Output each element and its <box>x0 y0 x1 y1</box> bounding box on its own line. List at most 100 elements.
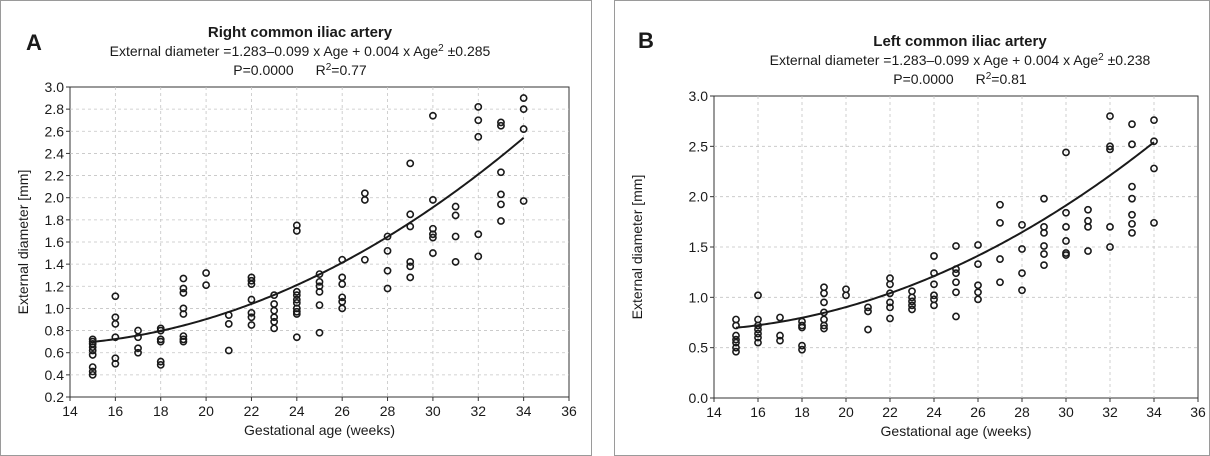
data-point <box>202 269 210 277</box>
data-point <box>406 273 415 282</box>
data-point <box>429 196 437 204</box>
data-point <box>88 351 97 359</box>
x-tick-label: 36 <box>1190 404 1206 420</box>
x-tick-label: 14 <box>706 404 722 420</box>
data-point <box>776 313 784 322</box>
data-point <box>974 295 982 304</box>
data-point <box>754 325 762 334</box>
data-point <box>820 324 828 333</box>
data-point <box>429 233 437 242</box>
data-point <box>202 281 210 290</box>
data-point <box>1128 140 1136 149</box>
data-point <box>224 346 233 355</box>
chart-title: Right common iliac artery <box>208 24 393 41</box>
data-point <box>842 291 850 300</box>
data-point <box>292 287 301 296</box>
data-point <box>383 232 392 241</box>
data-point <box>519 105 528 114</box>
data-point <box>908 293 916 302</box>
x-tick-label: 30 <box>1058 404 1074 420</box>
data-point <box>1040 229 1048 237</box>
data-point <box>754 329 762 338</box>
data-point <box>497 190 505 199</box>
data-point <box>1018 245 1026 253</box>
data-point <box>1018 286 1026 295</box>
data-point <box>996 255 1004 263</box>
data-point <box>338 304 347 313</box>
y-tick-label: 1.2 <box>45 278 65 294</box>
data-point <box>952 288 960 297</box>
data-point <box>383 266 392 275</box>
data-point <box>1106 145 1114 154</box>
data-point <box>886 314 894 323</box>
data-point <box>732 343 740 352</box>
data-point <box>134 348 142 357</box>
data-point <box>1062 222 1070 231</box>
data-point <box>952 269 960 278</box>
data-point <box>315 270 324 279</box>
data-point <box>930 280 938 289</box>
data-point <box>1084 222 1092 231</box>
data-point <box>451 202 460 211</box>
x-tick-label: 22 <box>882 404 898 420</box>
data-point <box>247 280 256 288</box>
data-point <box>974 288 982 297</box>
x-tick-label: 24 <box>289 403 305 419</box>
x-tick-label: 34 <box>1146 404 1162 420</box>
data-point <box>383 246 392 255</box>
data-point <box>1128 229 1136 237</box>
x-axis-label: Gestational age (weeks) <box>244 422 395 438</box>
data-point <box>270 313 279 322</box>
data-point <box>930 252 938 260</box>
x-tick-label: 34 <box>516 403 532 419</box>
x-tick-label: 18 <box>794 404 810 420</box>
data-point <box>111 320 120 328</box>
data-point <box>1040 242 1048 250</box>
regression-equation: External diameter =1.283–0.099 x Age + 0… <box>770 52 1151 69</box>
regression-stats: P=0.0000 R2=0.81 <box>893 71 1027 88</box>
x-tick-label: 22 <box>244 403 260 419</box>
data-point <box>1062 237 1070 245</box>
data-point <box>497 121 505 130</box>
y-tick-label: 1.4 <box>45 256 65 272</box>
x-tick-label: 28 <box>1014 404 1030 420</box>
x-tick-label: 26 <box>970 404 986 420</box>
data-point <box>798 345 806 354</box>
y-tick-label: 1.0 <box>689 289 709 305</box>
x-tick-label: 18 <box>153 403 169 419</box>
data-point <box>996 200 1004 209</box>
data-point <box>111 333 120 342</box>
data-point <box>247 308 256 317</box>
data-point <box>451 211 460 220</box>
data-point <box>1106 112 1114 121</box>
data-point <box>864 303 872 312</box>
data-point <box>974 281 982 290</box>
chart-a-svg: A Right common iliac artery External diame… <box>0 0 592 456</box>
data-point <box>820 321 828 330</box>
data-point <box>292 295 301 304</box>
data-point <box>886 280 894 289</box>
x-tick-label: 16 <box>108 403 124 419</box>
data-point <box>1040 261 1048 270</box>
data-point <box>156 360 165 369</box>
data-point <box>497 200 505 209</box>
data-point <box>732 331 740 340</box>
panel-letter: A <box>26 30 42 55</box>
y-tick-label: 0.2 <box>45 389 65 405</box>
data-point <box>88 367 97 376</box>
data-point <box>519 94 528 102</box>
data-point <box>292 333 301 342</box>
data-point <box>406 262 415 271</box>
data-point <box>474 116 483 125</box>
data-point <box>360 196 369 204</box>
data-point <box>732 338 740 347</box>
y-tick-label: 0.6 <box>45 345 65 361</box>
data-point <box>292 227 301 235</box>
data-point <box>134 344 142 353</box>
data-point <box>908 305 916 314</box>
data-point <box>338 293 347 302</box>
data-point <box>908 301 916 310</box>
data-point <box>519 125 528 133</box>
y-tick-label: 1.8 <box>45 212 65 228</box>
data-point <box>864 325 872 334</box>
